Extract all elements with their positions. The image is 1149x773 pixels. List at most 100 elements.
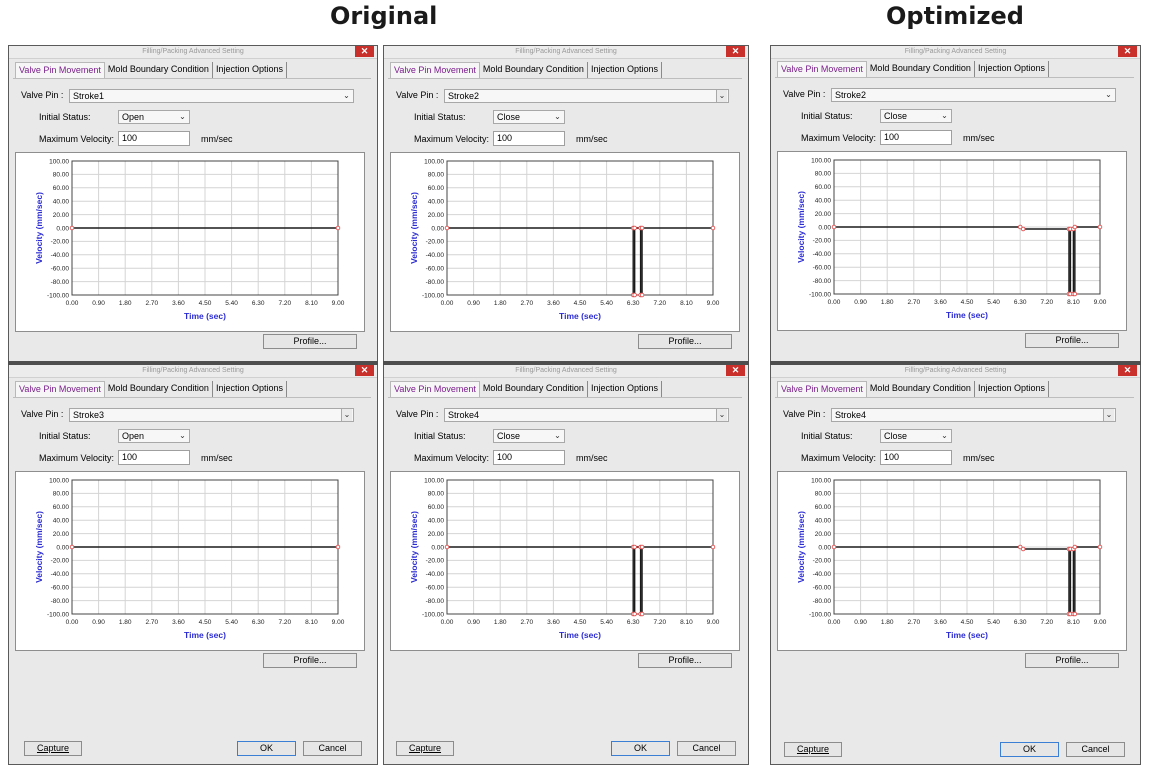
max-velocity-label: Maximum Velocity: <box>414 453 490 463</box>
capture-button[interactable]: Capture <box>396 741 454 756</box>
valve-pin-select[interactable]: Stroke3 ⌄ <box>69 408 354 422</box>
x-tick-label: 0.90 <box>854 299 867 306</box>
y-axis-label: Velocity (mm/sec) <box>796 511 806 583</box>
ok-button[interactable]: OK <box>237 741 296 756</box>
tab-valve-pin-movement[interactable]: Valve Pin Movement <box>15 381 105 397</box>
tab-mold-boundary-condition[interactable]: Mold Boundary Condition <box>867 61 975 77</box>
data-point <box>1072 544 1078 550</box>
y-tick-label: 40.00 <box>53 518 70 525</box>
close-button[interactable]: ✕ <box>726 46 745 57</box>
tab-mold-boundary-condition[interactable]: Mold Boundary Condition <box>105 381 213 397</box>
tab-injection-options[interactable]: Injection Options <box>588 381 662 397</box>
cancel-button[interactable]: Cancel <box>1066 742 1125 757</box>
series-line <box>447 227 713 296</box>
tab-mold-boundary-condition[interactable]: Mold Boundary Condition <box>105 62 213 78</box>
tab-mold-boundary-condition[interactable]: Mold Boundary Condition <box>480 62 588 78</box>
velocity-unit: mm/sec <box>576 453 608 463</box>
velocity-chart: 0.00 0.90 1.80 2.70 3.60 4.50 5.40 6.30 7.20 8.10… <box>777 471 1127 651</box>
tab-valve-pin-movement[interactable]: Valve Pin Movement <box>777 61 867 77</box>
initial-status-select[interactable]: Close ⌄ <box>493 429 565 443</box>
tab-injection-options[interactable]: Injection Options <box>213 381 287 397</box>
y-tick-label: -100.00 <box>809 291 831 298</box>
close-button[interactable]: ✕ <box>355 46 374 57</box>
cancel-button[interactable]: Cancel <box>677 741 736 756</box>
valve-pin-value: Stroke4 <box>835 410 867 420</box>
chevron-down-icon: ⌄ <box>941 431 948 440</box>
y-tick-label: -80.00 <box>426 279 445 286</box>
valve-pin-value: Stroke2 <box>835 90 867 100</box>
y-tick-label: 60.00 <box>53 185 70 192</box>
capture-button[interactable]: Capture <box>784 742 842 757</box>
max-velocity-input[interactable]: 100 <box>493 131 565 146</box>
initial-status-select[interactable]: Open ⌄ <box>118 429 190 443</box>
valve-pin-value: Stroke1 <box>73 91 105 101</box>
tab-valve-pin-movement[interactable]: Valve Pin Movement <box>390 381 480 397</box>
tab-injection-options[interactable]: Injection Options <box>975 381 1049 397</box>
y-tick-label: 60.00 <box>428 504 445 511</box>
capture-button[interactable]: Capture <box>24 741 82 756</box>
max-velocity-input[interactable]: 100 <box>118 450 190 465</box>
y-tick-label: -20.00 <box>813 238 832 245</box>
tab-injection-options[interactable]: Injection Options <box>213 62 287 78</box>
y-tick-label: -40.00 <box>813 571 832 578</box>
tab-valve-pin-movement[interactable]: Valve Pin Movement <box>390 62 480 78</box>
x-tick-label: 5.40 <box>225 300 238 307</box>
max-velocity-input[interactable]: 100 <box>880 130 952 145</box>
max-velocity-input[interactable]: 100 <box>493 450 565 465</box>
x-tick-label: 7.20 <box>653 619 666 626</box>
tab-injection-options[interactable]: Injection Options <box>975 61 1049 77</box>
velocity-chart: 0.00 0.90 1.80 2.70 3.60 4.50 5.40 6.30 7.20 8.10… <box>15 471 365 651</box>
initial-status-select[interactable]: Open ⌄ <box>118 110 190 124</box>
initial-status-value: Close <box>497 431 521 441</box>
cancel-button[interactable]: Cancel <box>303 741 362 756</box>
tab-mold-boundary-condition[interactable]: Mold Boundary Condition <box>867 381 975 397</box>
valve-pin-select[interactable]: Stroke2 ⌄ <box>444 89 729 103</box>
initial-status-select[interactable]: Close ⌄ <box>880 429 952 443</box>
initial-status-label: Initial Status: <box>801 111 853 121</box>
x-tick-label: 4.50 <box>199 300 212 307</box>
ok-button[interactable]: OK <box>611 741 670 756</box>
profile-button[interactable]: Profile... <box>1025 653 1119 668</box>
x-tick-label: 0.00 <box>828 619 841 626</box>
tab-valve-pin-movement[interactable]: Valve Pin Movement <box>777 381 867 397</box>
velocity-unit: mm/sec <box>963 133 995 143</box>
x-axis-label: Time (sec) <box>184 630 226 640</box>
close-button[interactable]: ✕ <box>1118 46 1137 57</box>
x-tick-label: 8.10 <box>1067 619 1080 626</box>
tab-strip: Valve Pin Movement Mold Boundary Conditi… <box>390 62 662 78</box>
x-tick-label: 3.60 <box>172 619 185 626</box>
valve-pin-select[interactable]: Stroke2 ⌄ <box>831 88 1116 102</box>
max-velocity-input[interactable]: 100 <box>118 131 190 146</box>
profile-button[interactable]: Profile... <box>638 334 732 349</box>
initial-status-value: Close <box>497 112 521 122</box>
x-tick-label: 6.30 <box>1014 619 1027 626</box>
initial-status-select[interactable]: Close ⌄ <box>880 109 952 123</box>
data-point <box>1072 224 1078 230</box>
valve-pin-panel: Valve Pin Movement Mold Boundary Conditi… <box>384 381 748 673</box>
valve-pin-select[interactable]: Stroke4 ⌄ <box>444 408 729 422</box>
chevron-down-icon: ⌄ <box>1103 409 1114 421</box>
max-velocity-input[interactable]: 100 <box>880 450 952 465</box>
y-tick-label: 100.00 <box>424 477 444 484</box>
tab-valve-pin-movement[interactable]: Valve Pin Movement <box>15 62 105 78</box>
initial-status-select[interactable]: Close ⌄ <box>493 110 565 124</box>
data-point <box>444 544 450 550</box>
profile-button[interactable]: Profile... <box>263 334 357 349</box>
x-tick-label: 8.10 <box>680 300 693 307</box>
x-tick-label: 0.90 <box>92 619 105 626</box>
profile-button[interactable]: Profile... <box>263 653 357 668</box>
valve-pin-select[interactable]: Stroke4 ⌄ <box>831 408 1116 422</box>
y-tick-label: -40.00 <box>51 571 70 578</box>
x-tick-label: 4.50 <box>961 619 974 626</box>
tab-mold-boundary-condition[interactable]: Mold Boundary Condition <box>480 381 588 397</box>
close-button[interactable]: ✕ <box>1118 365 1137 376</box>
tab-injection-options[interactable]: Injection Options <box>588 62 662 78</box>
close-button[interactable]: ✕ <box>355 365 374 376</box>
data-point <box>639 544 645 550</box>
valve-pin-select[interactable]: Stroke1 ⌄ <box>69 89 354 103</box>
close-button[interactable]: ✕ <box>726 365 745 376</box>
profile-button[interactable]: Profile... <box>1025 333 1119 348</box>
ok-button[interactable]: OK <box>1000 742 1059 757</box>
profile-button[interactable]: Profile... <box>638 653 732 668</box>
x-tick-label: 1.80 <box>119 619 132 626</box>
